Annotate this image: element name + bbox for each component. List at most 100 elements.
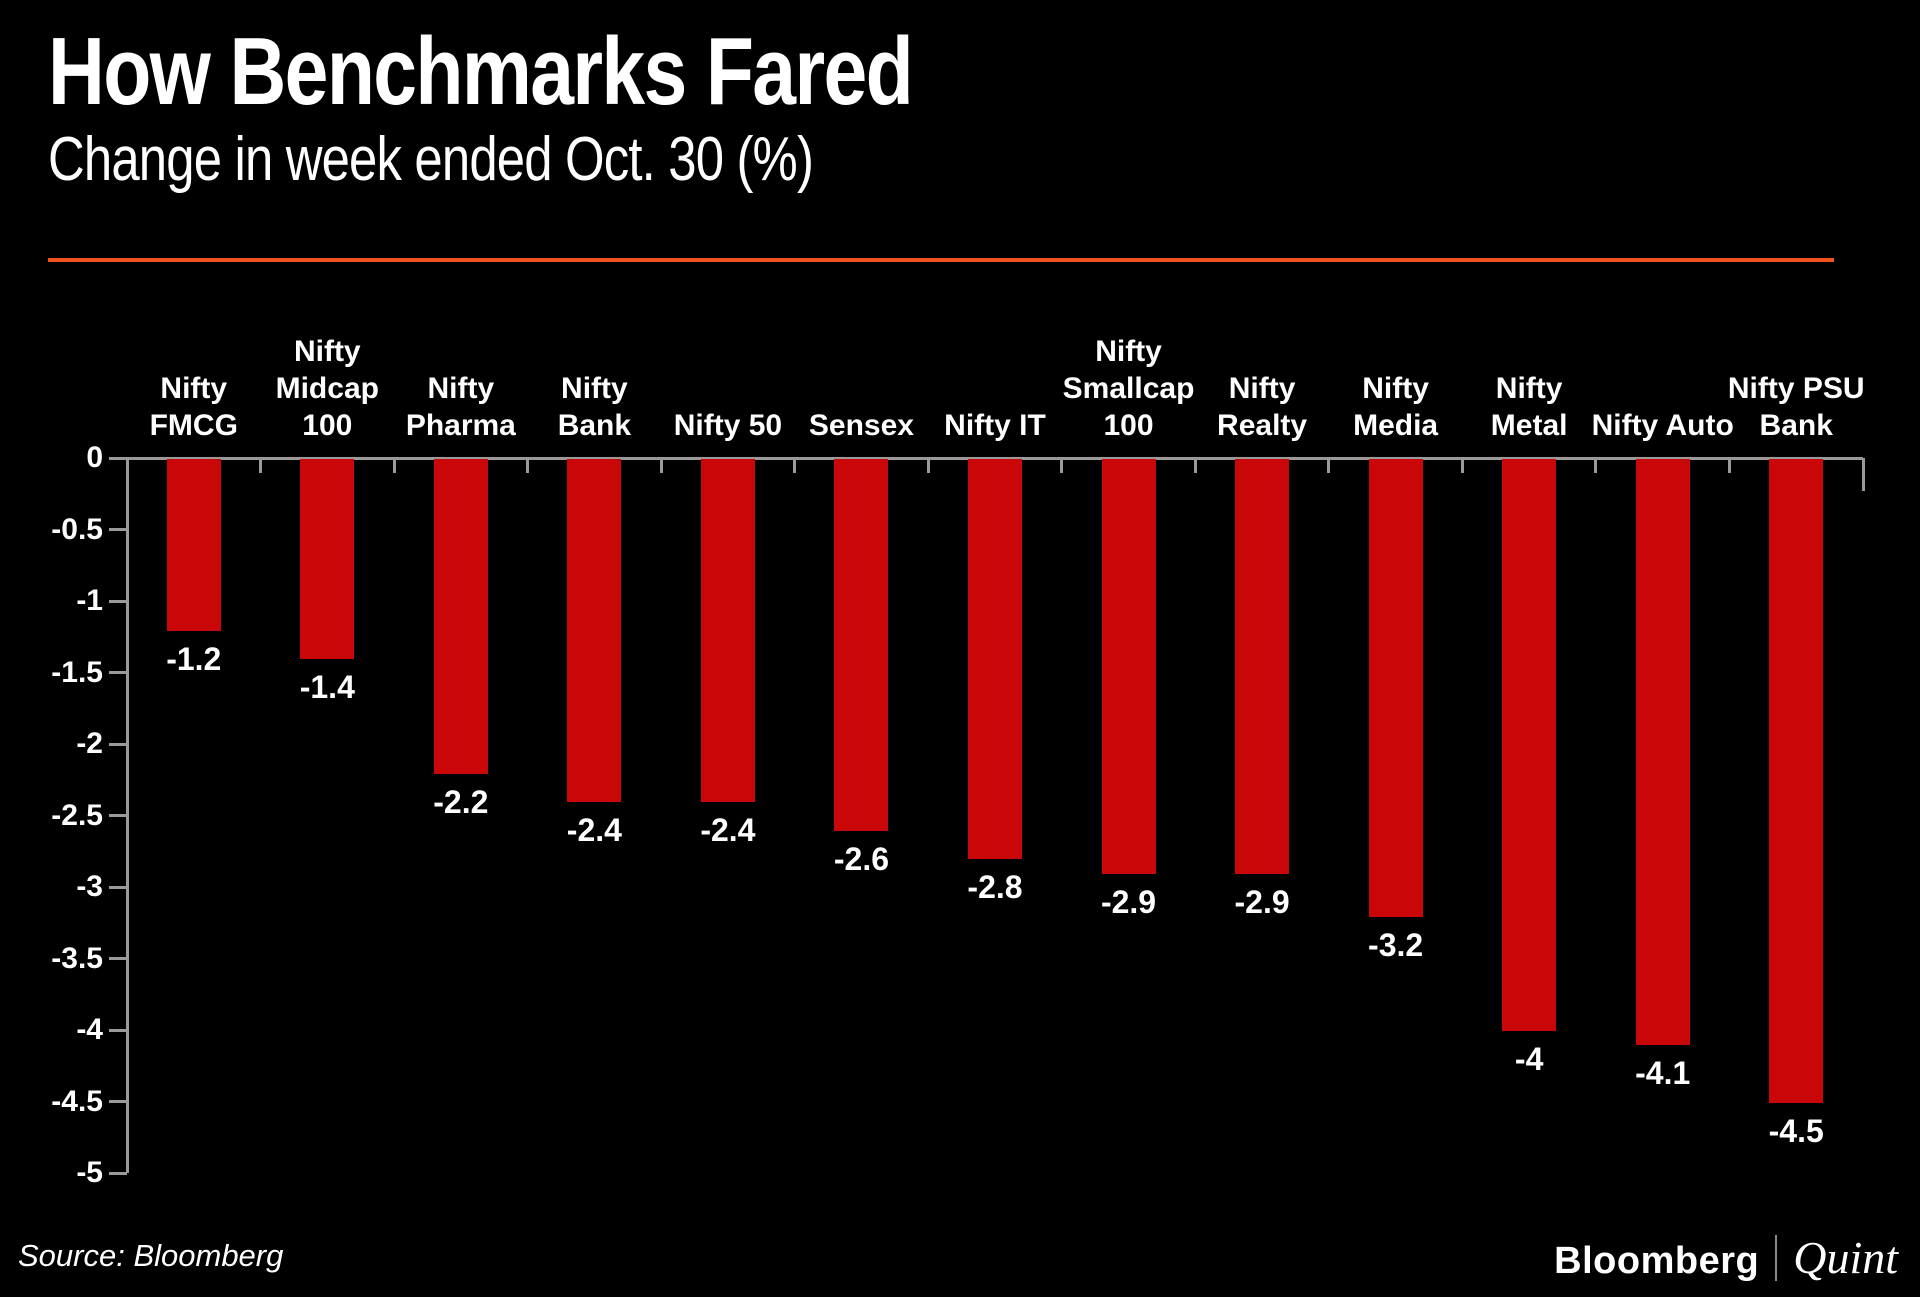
bar (968, 459, 1022, 860)
bar-value-label: -2.4 (700, 812, 756, 849)
bar-value-label: -2.6 (833, 840, 890, 877)
category-label-line: Nifty IT (944, 409, 1046, 442)
y-tick (109, 814, 127, 817)
category-label: Nifty FMCG (84, 370, 304, 444)
category-label-line: FMCG (149, 409, 238, 442)
y-tick-label: -3.5 (51, 941, 103, 975)
category-label-line: Midcap (275, 372, 379, 405)
category-label-line: Nifty (1495, 372, 1563, 405)
bar-value-label: -1.2 (166, 640, 222, 677)
category-label: Nifty Media (1286, 370, 1506, 444)
category-label-line: Nifty (561, 372, 628, 405)
bar (1101, 459, 1156, 874)
x-tick (659, 458, 663, 473)
bar (567, 459, 622, 803)
y-tick (109, 456, 127, 460)
y-tick-label: -2.5 (51, 798, 103, 832)
bar (834, 459, 889, 831)
x-tick (1327, 458, 1331, 473)
y-tick-label: -2 (76, 727, 103, 760)
x-tick (526, 458, 530, 473)
bar-value-label: -1.4 (299, 669, 355, 706)
y-tick-label: -3 (76, 870, 103, 903)
category-label-line: Metal (1490, 409, 1568, 442)
category-label: Nifty Auto (1553, 407, 1773, 444)
category-label-line: Pharma (405, 409, 516, 442)
x-tick (1060, 458, 1064, 473)
x-tick (926, 458, 930, 473)
chart-subtitle: Change in week ended Oct. 30 (%) (48, 125, 814, 194)
y-tick (109, 957, 127, 960)
x-tick (1594, 458, 1598, 473)
category-label: Nifty IT (885, 407, 1105, 444)
category-label-line: Bank (1759, 409, 1833, 442)
category-label-line: 100 (1103, 409, 1154, 442)
category-label: Nifty PSU Bank (1686, 370, 1906, 444)
bloomberg-logo-text: Bloomberg (1554, 1240, 1760, 1282)
x-tick (1193, 458, 1197, 473)
bar-value-label: -3.2 (1368, 926, 1424, 963)
y-tick (109, 599, 127, 603)
category-label-line: Bank (557, 409, 632, 442)
x-tick (259, 458, 263, 473)
bar (1502, 459, 1557, 1031)
bar-value-label: -2.8 (967, 869, 1023, 906)
category-label-line: Nifty (293, 335, 361, 368)
category-label: Nifty Bank (484, 370, 704, 444)
category-label-line: Nifty (1362, 372, 1429, 405)
bar-value-label: -2.9 (1100, 883, 1157, 920)
y-tick-label: -1.5 (51, 655, 103, 689)
category-label: Nifty Realty (1152, 370, 1372, 444)
y-tick-label: -4.5 (51, 1084, 103, 1118)
x-tick (793, 458, 797, 473)
category-label: Nifty Pharma (351, 370, 571, 444)
category-label-line: Media (1353, 409, 1439, 442)
category-label: Sensex (751, 407, 971, 444)
category-label: Nifty 50 (618, 407, 838, 444)
y-tick (109, 528, 127, 531)
x-tick (1460, 458, 1464, 473)
y-tick (109, 742, 127, 746)
category-label-line: Realty (1217, 409, 1308, 442)
category-label-line: Nifty Auto (1591, 409, 1734, 442)
category-label-line: 100 (302, 409, 353, 442)
bar (1769, 459, 1824, 1103)
bar-value-label: -4.1 (1635, 1055, 1691, 1092)
bar (433, 459, 488, 774)
category-label-line: Nifty (427, 372, 495, 405)
bar (1368, 459, 1423, 917)
category-label-line: Nifty (1228, 372, 1296, 405)
y-tick-label: -0.5 (51, 512, 103, 546)
y-tick (109, 885, 127, 889)
y-axis-line (125, 458, 129, 1173)
category-label-line: Smallcap (1062, 372, 1195, 405)
y-tick (109, 671, 127, 674)
y-tick (109, 1100, 127, 1103)
category-label: Nifty Smallcap 100 (1019, 333, 1239, 444)
bar-value-label: -4.5 (1768, 1112, 1824, 1149)
category-label-line: Nifty (160, 372, 228, 405)
bar-value-label: -2.2 (433, 783, 489, 820)
bloomberg-quint-logo: Bloomberg Quint (1554, 1231, 1898, 1284)
source-credit: Source: Bloomberg (18, 1238, 284, 1273)
y-tick-label: -1 (76, 584, 103, 617)
x-axis-line (109, 456, 1863, 460)
bar (700, 459, 755, 803)
accent-divider (48, 258, 1834, 262)
chart-title: How Benchmarks Fared (48, 18, 914, 125)
x-tick (392, 458, 396, 473)
category-label: Nifty Midcap 100 (217, 333, 437, 444)
y-tick (109, 1028, 127, 1032)
bar-value-label: -2.9 (1234, 883, 1290, 920)
category-label-line: Nifty 50 (673, 409, 783, 442)
y-tick-label: -4 (76, 1013, 103, 1046)
category-label-line: Sensex (808, 409, 914, 442)
category-label: Nifty Metal (1419, 370, 1639, 444)
category-label-line: Nifty (1095, 335, 1162, 368)
y-tick-label: 0 (86, 441, 103, 474)
bar (1635, 459, 1690, 1046)
category-label-line: Nifty PSU (1727, 372, 1865, 405)
bar (166, 459, 221, 631)
